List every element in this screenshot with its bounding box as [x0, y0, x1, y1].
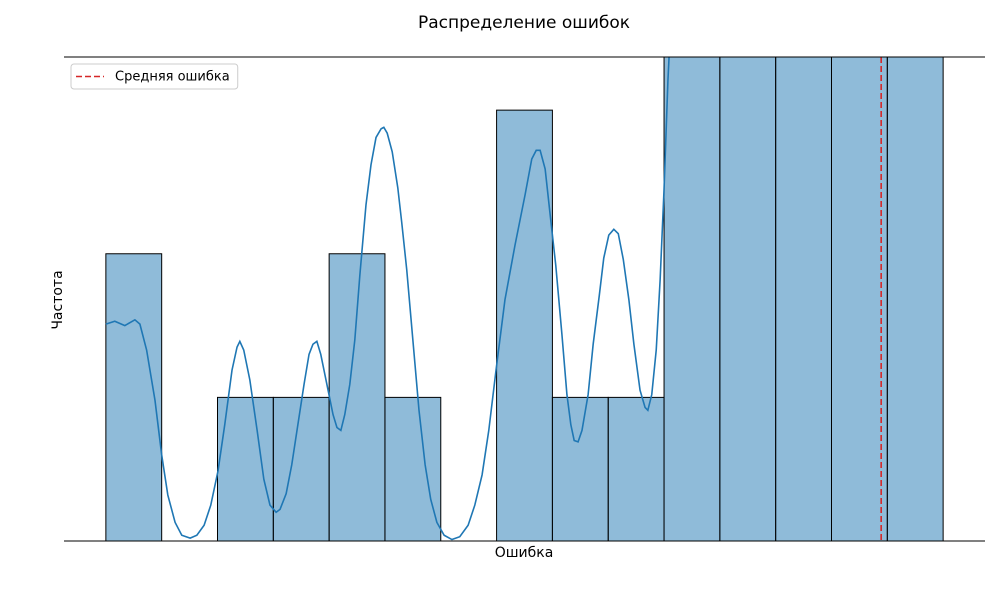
- bar: [551, 396, 609, 541]
- legend-label: Средняя ошибка: [115, 70, 230, 85]
- bar: [775, 57, 833, 541]
- bar: [886, 57, 944, 541]
- bar: [105, 253, 163, 541]
- y-axis-label: Частота: [50, 270, 66, 329]
- bar: [719, 57, 777, 541]
- bar: [496, 109, 553, 541]
- bar: [328, 253, 386, 541]
- legend: Средняя ошибка: [70, 63, 239, 90]
- bar: [217, 396, 274, 541]
- bar: [384, 396, 442, 541]
- bar: [663, 57, 721, 541]
- legend-box: [70, 63, 239, 90]
- chart-title: Распределение ошибок: [418, 13, 630, 33]
- bar: [272, 396, 330, 541]
- bar: [607, 396, 665, 541]
- plot-area: [105, 57, 944, 541]
- bar: [831, 57, 888, 541]
- x-axis-label: Ошибка: [495, 545, 554, 561]
- kde-line: [105, 57, 670, 541]
